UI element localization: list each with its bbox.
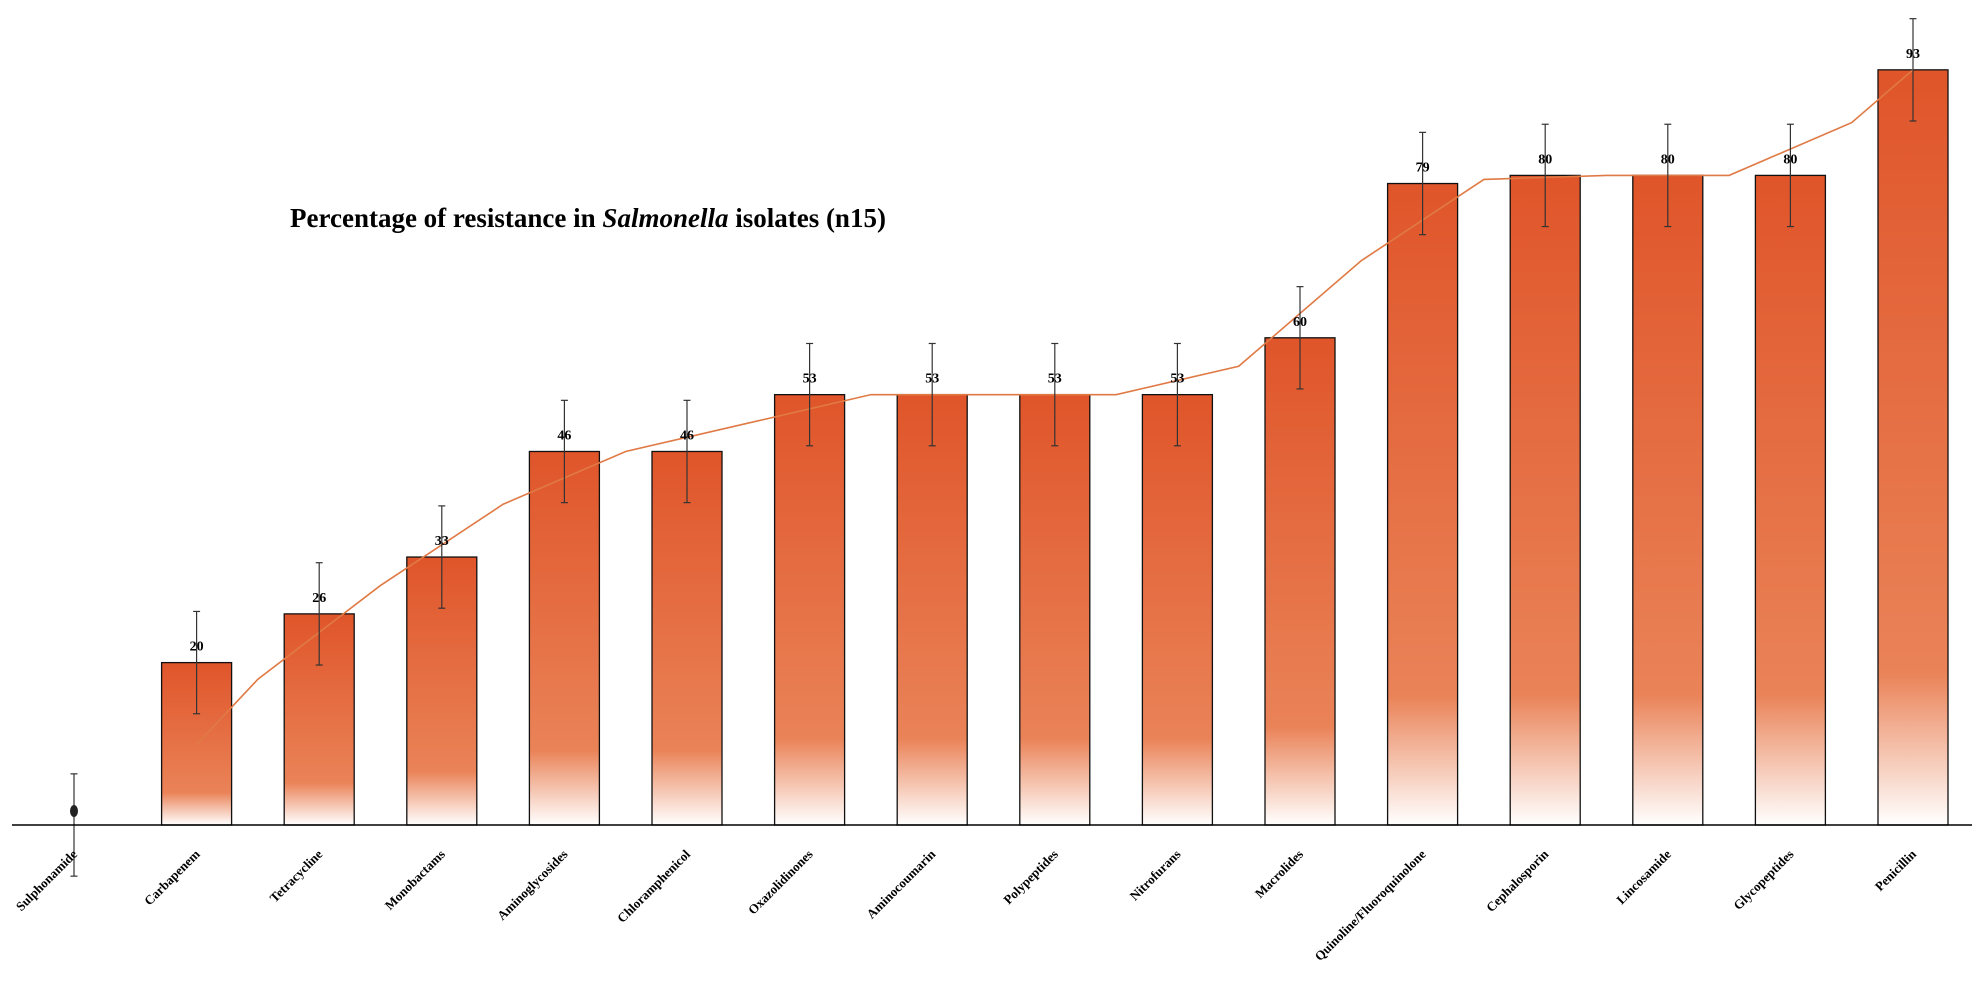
error-bar: [1664, 123, 1672, 228]
error-bar: [928, 342, 936, 447]
category-tick-label: Glycopeptides: [1730, 847, 1796, 913]
bar: [1632, 174, 1704, 826]
bar: [1386, 182, 1459, 826]
category-tick-label: Quinoline/Fluoroquinolone: [1312, 846, 1429, 963]
category-tick-label: Aminoglycosides: [494, 847, 570, 923]
category-tick-label: Cephalosporin: [1483, 846, 1552, 915]
category-tick-label: Aminocoumarin: [863, 846, 938, 921]
error-bar: [683, 399, 691, 504]
error-bar: [806, 342, 814, 447]
bar: [773, 393, 846, 826]
error-bar: [1296, 286, 1304, 390]
bar-value-label: 46: [557, 428, 571, 443]
bar: [1509, 174, 1581, 826]
bar-value-label: 93: [1906, 47, 1920, 62]
bar: [1877, 69, 1949, 826]
bar-value-label: 46: [680, 428, 694, 443]
error-bar: [315, 562, 323, 666]
bar-value-label: 53: [803, 372, 817, 387]
bar: [1019, 393, 1091, 826]
category-tick-label: Carbapenem: [141, 846, 203, 908]
bar-value-label: 53: [1048, 372, 1062, 387]
error-bar: [1173, 342, 1181, 447]
bar-value-label: 53: [1170, 372, 1184, 387]
category-tick-label: Oxazolidinones: [745, 847, 816, 918]
category-tick-label: Penicillin: [1872, 846, 1920, 894]
bar-value-label: 60: [1293, 315, 1307, 330]
bar: [1754, 174, 1827, 826]
chart-title-text-1: Percentage of resistance in: [290, 203, 603, 233]
bar-value-label: 33: [435, 534, 449, 549]
category-tick-label: Macrolides: [1252, 847, 1306, 901]
category-tick-label: Nitrofurans: [1127, 847, 1184, 904]
bar-value-label: 80: [1661, 152, 1675, 167]
category-tick-label: Lincosamide: [1613, 846, 1674, 907]
bar: [528, 450, 601, 826]
category-tick-label: Chloramphenicol: [614, 846, 693, 925]
category-tick-label: Monobactams: [382, 847, 448, 913]
bar: [651, 450, 723, 826]
category-tick-label: Tetracycline: [267, 846, 326, 905]
category-tick-label: Polypeptides: [1000, 847, 1061, 908]
bar-value-label: 79: [1416, 161, 1430, 176]
error-bar: [1541, 123, 1549, 228]
bar-value-label: 53: [925, 372, 939, 387]
bar: [1141, 393, 1214, 826]
error-bar: [1419, 131, 1427, 236]
bar-value-label: 80: [1783, 152, 1797, 167]
chart-title-text-2: isolates (n15): [728, 203, 886, 233]
error-bar: [1786, 123, 1794, 228]
bar-value-label: 26: [312, 591, 326, 606]
zero-point-marker: [70, 805, 78, 817]
bar-value-label: 80: [1538, 152, 1552, 167]
bar: [1264, 337, 1336, 826]
category-tick-label: Sulphonamide: [13, 846, 80, 913]
error-bar: [438, 505, 446, 609]
error-bar: [1909, 18, 1917, 122]
chart-title: Percentage of resistance in Salmonella i…: [290, 203, 886, 234]
chart-title-italic: Salmonella: [602, 203, 729, 233]
error-bar: [193, 610, 201, 715]
error-bar: [1051, 342, 1059, 447]
bar-value-label: 20: [190, 640, 204, 655]
bar: [896, 393, 968, 826]
error-bar: [560, 399, 568, 504]
